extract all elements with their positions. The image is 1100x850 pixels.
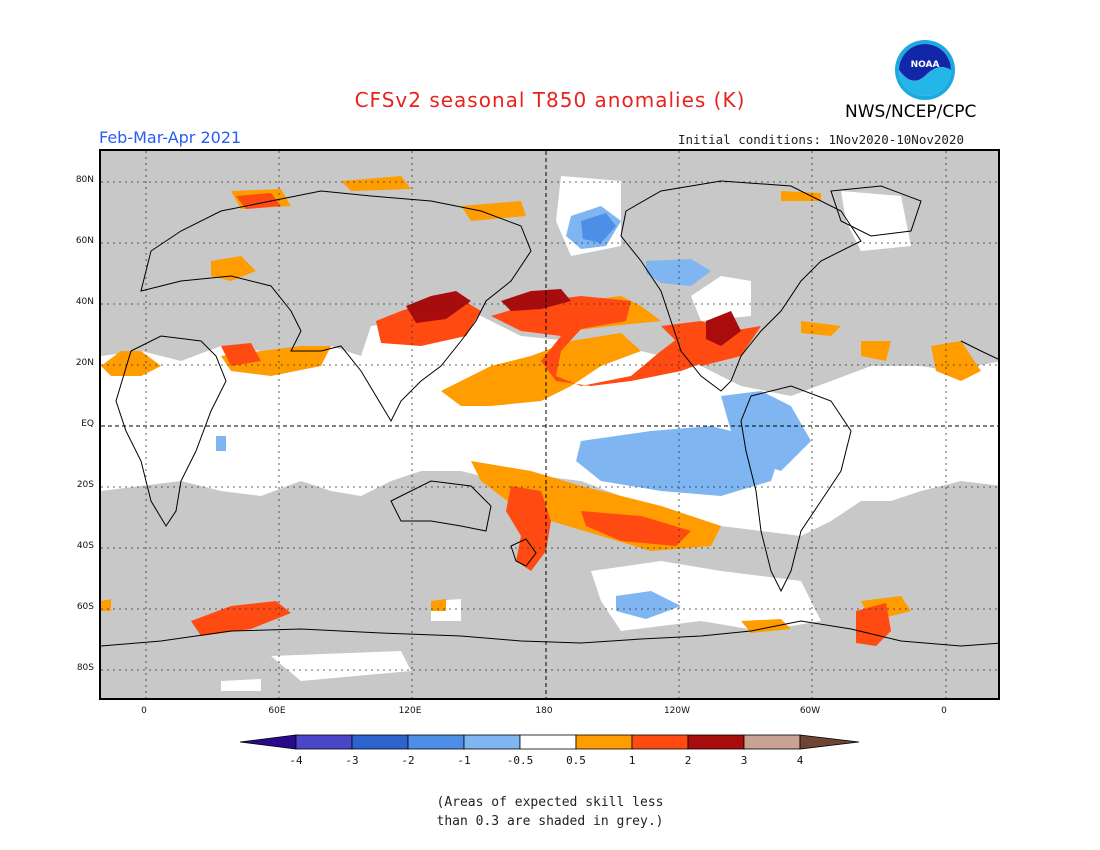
colorbar-segment xyxy=(575,734,633,750)
lon-label: 120E xyxy=(398,706,422,716)
lat-label: 40S xyxy=(76,541,94,551)
agency-label: NWS/NCEP/CPC xyxy=(845,102,977,122)
colorbar-segment xyxy=(631,734,689,750)
coastlines xyxy=(101,180,998,647)
colorbar xyxy=(239,734,860,750)
cold-anomaly-0.5-1 xyxy=(216,206,811,619)
colorbar-tick-label: -0.5 xyxy=(506,754,534,767)
colorbar-tick-label: 4 xyxy=(796,754,804,767)
lat-label: 60S xyxy=(76,602,94,612)
colorbar-tick-label: 3 xyxy=(740,754,748,767)
colorbar-tick-label: -2 xyxy=(401,754,415,767)
graticule xyxy=(101,151,998,698)
colorbar-arrow-high xyxy=(799,734,860,750)
colorbar-segment xyxy=(351,734,409,750)
initial-conditions: Initial conditions: 1Nov2020-10Nov2020 xyxy=(678,132,964,147)
colorbar-arrow-low xyxy=(239,734,297,750)
lat-label: EQ xyxy=(81,419,94,429)
lat-label: 80S xyxy=(76,663,94,673)
skill-note: (Areas of expected skill less than 0.3 a… xyxy=(0,793,1100,831)
lon-label: 0 xyxy=(941,706,947,716)
lon-label: 180 xyxy=(535,706,553,716)
colorbar-tick-label: -4 xyxy=(289,754,303,767)
skill-note-line1: (Areas of expected skill less xyxy=(436,795,664,810)
forecast-period: Feb-Mar-Apr 2021 xyxy=(99,128,242,147)
colorbar-segment xyxy=(743,734,801,750)
lon-label: 60W xyxy=(799,706,821,716)
cold-anomaly-1-2 xyxy=(581,213,616,243)
colorbar-tick-label: 2 xyxy=(684,754,692,767)
lon-label: 0 xyxy=(141,706,147,716)
lat-label: 20N xyxy=(75,358,94,368)
colorbar-segment xyxy=(687,734,745,750)
lon-label: 60E xyxy=(268,706,286,716)
skill-note-line2: than 0.3 are shaded in grey.) xyxy=(436,814,664,829)
colorbar-segment xyxy=(463,734,521,750)
map-canvas xyxy=(101,151,998,698)
lat-label: 60N xyxy=(75,236,94,246)
lon-label: 120W xyxy=(663,706,691,716)
warm-anomaly-1-2 xyxy=(191,193,891,646)
colorbar-tick-label: 0.5 xyxy=(566,754,586,767)
svg-text:NOAA: NOAA xyxy=(911,60,940,70)
colorbar-tick-label: -1 xyxy=(457,754,471,767)
anomaly-map xyxy=(99,149,1000,700)
colorbar-segment xyxy=(519,734,577,750)
reference-lines xyxy=(101,151,998,698)
lat-label: 80N xyxy=(75,175,94,185)
colorbar-segment xyxy=(295,734,353,750)
map-title: CFSv2 seasonal T850 anomalies (K) xyxy=(354,88,746,112)
colorbar-segment xyxy=(407,734,465,750)
lat-label: 20S xyxy=(76,480,94,490)
noaa-logo: NOAA xyxy=(895,40,955,100)
colorbar-tick-label: -3 xyxy=(345,754,359,767)
colorbar-tick-label: 1 xyxy=(628,754,636,767)
lat-label: 40N xyxy=(75,297,94,307)
warm-anomaly-2-3 xyxy=(406,289,741,346)
